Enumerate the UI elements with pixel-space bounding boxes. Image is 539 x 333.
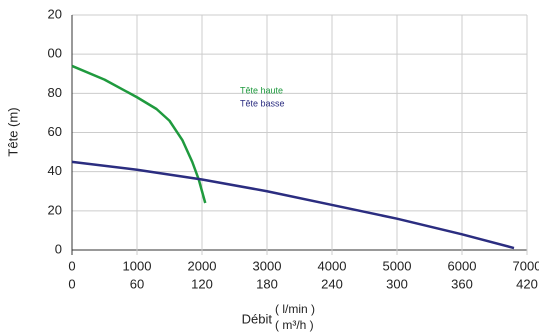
y-tick-label: 80 [48,85,62,100]
x-tick-label: 1000 [123,258,152,273]
y-tick-label: 20 [48,6,62,21]
x2-tick-label: 300 [386,276,408,291]
x-tick-label: 4000 [318,258,347,273]
x2-tick-label: 120 [191,276,213,291]
x2-tick-label: 360 [451,276,473,291]
y-tick-label: 0 [55,241,62,256]
y-tick-label: 40 [48,163,62,178]
x2-tick-label: 240 [321,276,343,291]
x2-tick-label: 420 [516,276,538,291]
x-tick-label: 6000 [448,258,477,273]
line-series [71,64,207,204]
x-tick-label: 3000 [253,258,282,273]
x2-tick-label: 0 [68,276,75,291]
x-tick-label: 2000 [188,258,217,273]
y-tick-label: 60 [48,124,62,139]
y-tick-label: 00 [48,46,62,61]
x-tick-label: 7000 [513,258,539,273]
x2-tick-label: 180 [256,276,278,291]
line-series [71,160,515,250]
legend-label: Tête basse [240,98,285,108]
legend-label: Tête haute [240,85,283,95]
y-axis-label: Tête (m) [5,107,20,156]
y-tick-label: 20 [48,202,62,217]
x-tick-label: 5000 [383,258,412,273]
x-axis-label: Débit [242,311,273,326]
x2-tick-label: 60 [130,276,144,291]
x-unit: ( l/min ) [275,302,315,316]
x-tick-label: 0 [68,258,75,273]
x2-unit: ( m³/h ) [275,318,314,332]
